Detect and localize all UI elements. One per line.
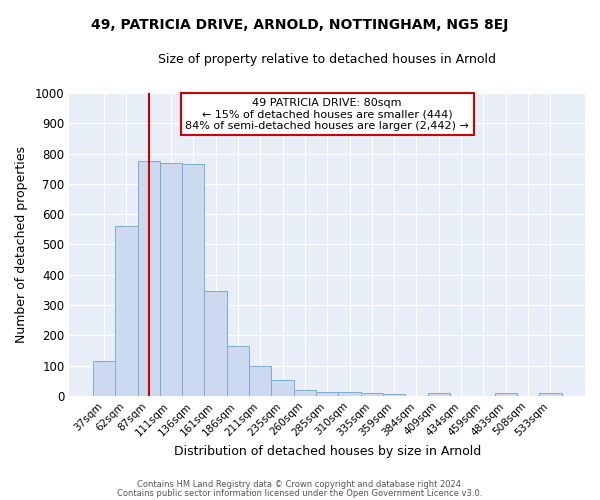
Bar: [271, 380, 294, 396]
Title: Size of property relative to detached houses in Arnold: Size of property relative to detached ho…: [158, 52, 496, 66]
X-axis label: Distribution of detached houses by size in Arnold: Distribution of detached houses by size …: [173, 444, 481, 458]
Bar: [137, 161, 160, 396]
Bar: [338, 392, 361, 396]
Y-axis label: Number of detached properties: Number of detached properties: [15, 146, 28, 343]
Text: 49 PATRICIA DRIVE: 80sqm
← 15% of detached houses are smaller (444)
84% of semi-: 49 PATRICIA DRIVE: 80sqm ← 15% of detach…: [185, 98, 469, 131]
Bar: [160, 162, 182, 396]
Bar: [428, 394, 450, 396]
Text: Contains public sector information licensed under the Open Government Licence v3: Contains public sector information licen…: [118, 488, 482, 498]
Bar: [316, 392, 338, 396]
Bar: [227, 346, 249, 396]
Bar: [249, 366, 271, 396]
Bar: [361, 393, 383, 396]
Bar: [93, 361, 115, 396]
Text: 49, PATRICIA DRIVE, ARNOLD, NOTTINGHAM, NG5 8EJ: 49, PATRICIA DRIVE, ARNOLD, NOTTINGHAM, …: [91, 18, 509, 32]
Bar: [383, 394, 406, 396]
Bar: [115, 226, 137, 396]
Bar: [539, 394, 562, 396]
Bar: [294, 390, 316, 396]
Bar: [182, 164, 205, 396]
Bar: [494, 394, 517, 396]
Bar: [205, 292, 227, 396]
Text: Contains HM Land Registry data © Crown copyright and database right 2024.: Contains HM Land Registry data © Crown c…: [137, 480, 463, 489]
